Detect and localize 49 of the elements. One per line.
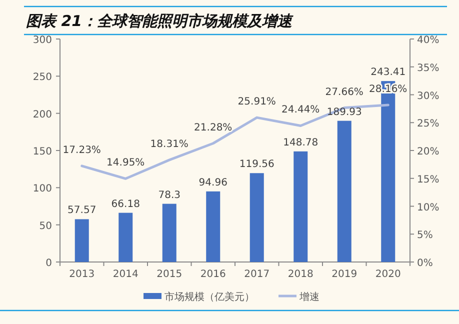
y-tick-label: 150	[32, 146, 52, 158]
data-label: 148.78	[283, 137, 318, 148]
data-label: 57.57	[68, 205, 96, 216]
x-tick-label: 2014	[112, 269, 138, 280]
y-tick-label: 0	[46, 258, 52, 269]
x-tick-label: 2015	[156, 269, 182, 280]
bar	[337, 120, 352, 262]
y2-tick-label: 40%	[417, 35, 440, 46]
legend-label: 增速	[298, 291, 320, 303]
bar	[294, 151, 308, 262]
legend-label: 市场规模（亿美元）	[164, 291, 254, 303]
chart-title: 图表 21：全球智能照明市场规模及增速	[26, 12, 294, 30]
data-label: 18.31%	[150, 138, 188, 150]
y2-tick-label: 25%	[417, 118, 440, 130]
data-label: 78.3	[158, 190, 181, 201]
bar	[206, 191, 220, 262]
x-tick-label: 2020	[375, 269, 401, 280]
y2-tick-label: 0%	[417, 258, 433, 269]
x-tick-label: 2017	[244, 269, 270, 280]
data-label: 66.18	[111, 198, 140, 210]
data-label: 27.66%	[325, 86, 364, 98]
bar	[250, 173, 264, 262]
data-label: 14.95%	[106, 158, 145, 169]
x-tick-label: 2019	[332, 269, 358, 280]
y-tick-label: 50	[39, 220, 52, 232]
data-label: 25.91%	[238, 96, 276, 108]
data-label: 243.41	[370, 67, 406, 78]
x-tick-label: 2016	[200, 269, 226, 280]
y-tick-label: 200	[32, 109, 52, 120]
y2-tick-label: 20%	[417, 146, 440, 158]
data-label: 119.56	[239, 159, 274, 170]
y2-tick-label: 15%	[417, 174, 440, 186]
data-label: 189.93	[326, 106, 362, 118]
x-tick-label: 2013	[69, 269, 95, 280]
data-label: 94.96	[198, 177, 228, 188]
y2-tick-label: 5%	[417, 230, 433, 242]
bar	[162, 204, 176, 262]
bar	[74, 219, 89, 262]
y-tick-label: 250	[32, 72, 52, 84]
bar	[118, 212, 133, 262]
y2-tick-label: 30%	[417, 90, 440, 102]
data-label: 24.44%	[282, 104, 320, 116]
x-tick-label: 2018	[288, 269, 314, 280]
y-tick-label: 100	[32, 184, 52, 195]
y2-tick-label: 10%	[417, 202, 440, 214]
y-tick-label: 300	[32, 35, 52, 46]
data-label: 17.23%	[62, 144, 101, 156]
y2-tick-label: 35%	[417, 62, 440, 74]
data-label: 21.28%	[194, 122, 232, 134]
